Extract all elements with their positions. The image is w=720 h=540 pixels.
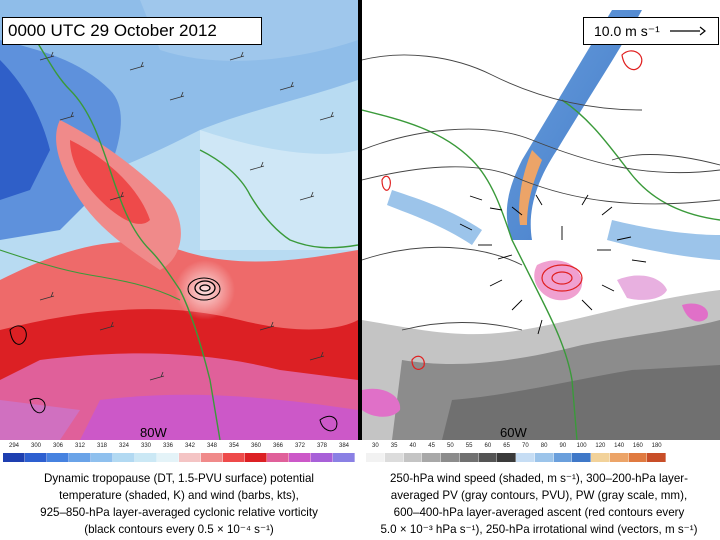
colorbar-swatch <box>223 453 245 462</box>
colorbar-tick: 160 <box>632 443 643 449</box>
colorbar-tick: 300 <box>30 443 41 449</box>
colorbar-tick: 55 <box>465 443 473 449</box>
valid-time-label: 0000 UTC 29 October 2012 <box>2 17 262 45</box>
colorbar-swatch <box>366 453 385 462</box>
colorbar-swatch <box>47 453 69 462</box>
colorbar-tick: 294 <box>8 443 19 449</box>
reference-arrow-icon <box>669 26 706 36</box>
caption-line: Dynamic tropopause (DT, 1.5-PVU surface)… <box>44 472 314 485</box>
colorbar-swatch <box>201 453 223 462</box>
caption-line: 925–850-hPa layer-averaged cyclonic rela… <box>40 506 318 519</box>
colorbar-swatch <box>441 453 460 462</box>
reference-vector-key: 10.0 m s⁻¹ <box>583 17 719 45</box>
colorbar-swatch <box>135 453 157 462</box>
colorbar-swatch <box>333 453 355 462</box>
colorbar-tick: 90 <box>559 443 567 449</box>
dynamic-tropopause-map <box>0 0 358 440</box>
colorbar-tick: 65 <box>503 443 510 449</box>
colorbar-swatch <box>628 453 648 462</box>
colorbar-swatch <box>403 453 423 462</box>
colorbar-tick: 324 <box>118 443 129 449</box>
theta-colorbar: 294 300 306 312 318 324 330 336 342 348 … <box>3 442 355 466</box>
wind-speed-colorbar-swatches <box>366 453 666 462</box>
colorbar-tick: 366 <box>272 443 283 449</box>
right-panel-caption: 250-hPa wind speed (shaded, m s⁻¹), 300–… <box>358 470 720 538</box>
caption-line: 5.0 × 10⁻³ hPa s⁻¹), 250-hPa irrotationa… <box>380 523 698 536</box>
caption-line: (black contours every 0.5 × 10⁻⁴ s⁻¹) <box>84 523 274 536</box>
colorbar-tick: 100 <box>576 443 587 449</box>
theta-colorbar-ticks: 294 300 306 312 318 324 330 336 342 348 … <box>3 442 355 451</box>
colorbar-swatch <box>267 453 289 462</box>
colorbar-tick: 372 <box>294 443 305 449</box>
colorbar-tick: 140 <box>614 443 625 449</box>
panel-divider <box>358 0 362 440</box>
colorbar-tick: 180 <box>651 443 662 449</box>
colorbar-tick: 45 <box>428 443 435 449</box>
wind-speed-colorbar-ticks: 30 35 40 45 50 55 60 65 70 80 90 100 120… <box>366 442 666 451</box>
colorbar-swatch <box>3 453 25 462</box>
colorbar-tick: 306 <box>52 443 63 449</box>
colorbar-swatch <box>289 453 311 462</box>
colorbar-swatch <box>478 453 498 462</box>
caption-line: averaged PV (gray contours, PVU), PW (gr… <box>390 489 688 502</box>
colorbar-tick: 35 <box>390 443 398 449</box>
caption-line: 250-hPa wind speed (shaded, m s⁻¹), 300–… <box>389 472 689 485</box>
colorbar-swatch <box>113 453 135 462</box>
colorbar-swatch <box>69 453 91 462</box>
upper-level-jet-map-graphic <box>362 0 720 440</box>
upper-level-jet-map <box>362 0 720 440</box>
left-panel-caption: Dynamic tropopause (DT, 1.5-PVU surface)… <box>0 470 358 538</box>
colorbar-tick: 30 <box>372 443 379 449</box>
colorbar-swatch <box>553 453 573 462</box>
colorbar-swatch <box>591 453 610 462</box>
colorbar-tick: 336 <box>162 443 173 449</box>
colorbar-swatch <box>311 453 333 462</box>
colorbar-tick: 318 <box>96 443 107 449</box>
dynamic-tropopause-map-graphic <box>0 0 358 440</box>
longitude-label-left: 80W <box>140 425 167 440</box>
colorbar-swatch <box>91 453 113 462</box>
colorbar-tick: 378 <box>316 443 327 449</box>
colorbar-swatch <box>497 453 516 462</box>
colorbar-tick: 70 <box>522 443 529 449</box>
wind-speed-colorbar: 30 35 40 45 50 55 60 65 70 80 90 100 120… <box>366 442 666 466</box>
reference-vector-label: 10.0 m s⁻¹ <box>594 22 660 39</box>
colorbar-tick: 384 <box>338 443 349 449</box>
colorbar-swatch <box>157 453 179 462</box>
colorbar-tick: 354 <box>228 443 239 449</box>
caption-line: 600–400-hPa layer-averaged ascent (red c… <box>393 506 685 519</box>
colorbar-swatch <box>534 453 554 462</box>
colorbar-tick: 348 <box>206 443 217 449</box>
colorbar-swatch <box>25 453 47 462</box>
theta-colorbar-swatches <box>3 453 355 462</box>
caption-line: temperature (shaded, K) and wind (barbs,… <box>59 489 299 502</box>
colorbar-tick: 120 <box>595 443 606 449</box>
colorbar-tick: 60 <box>484 443 492 449</box>
colorbar-swatch <box>516 453 535 462</box>
colorbar-tick: 50 <box>447 443 454 449</box>
colorbar-tick: 330 <box>140 443 151 449</box>
longitude-label-right: 60W <box>500 425 527 440</box>
colorbar-swatch <box>422 453 441 462</box>
colorbar-swatch <box>245 453 267 462</box>
colorbar-tick: 360 <box>250 443 261 449</box>
colorbar-swatch <box>179 453 201 462</box>
colorbar-swatch <box>609 453 629 462</box>
colorbar-swatch <box>459 453 479 462</box>
colorbar-tick: 40 <box>409 443 417 449</box>
colorbar-tick: 80 <box>540 443 548 449</box>
colorbar-swatch <box>647 453 666 462</box>
colorbar-tick: 312 <box>74 443 85 449</box>
colorbar-swatch <box>384 453 404 462</box>
colorbar-swatch <box>572 453 591 462</box>
colorbar-tick: 342 <box>184 443 195 449</box>
